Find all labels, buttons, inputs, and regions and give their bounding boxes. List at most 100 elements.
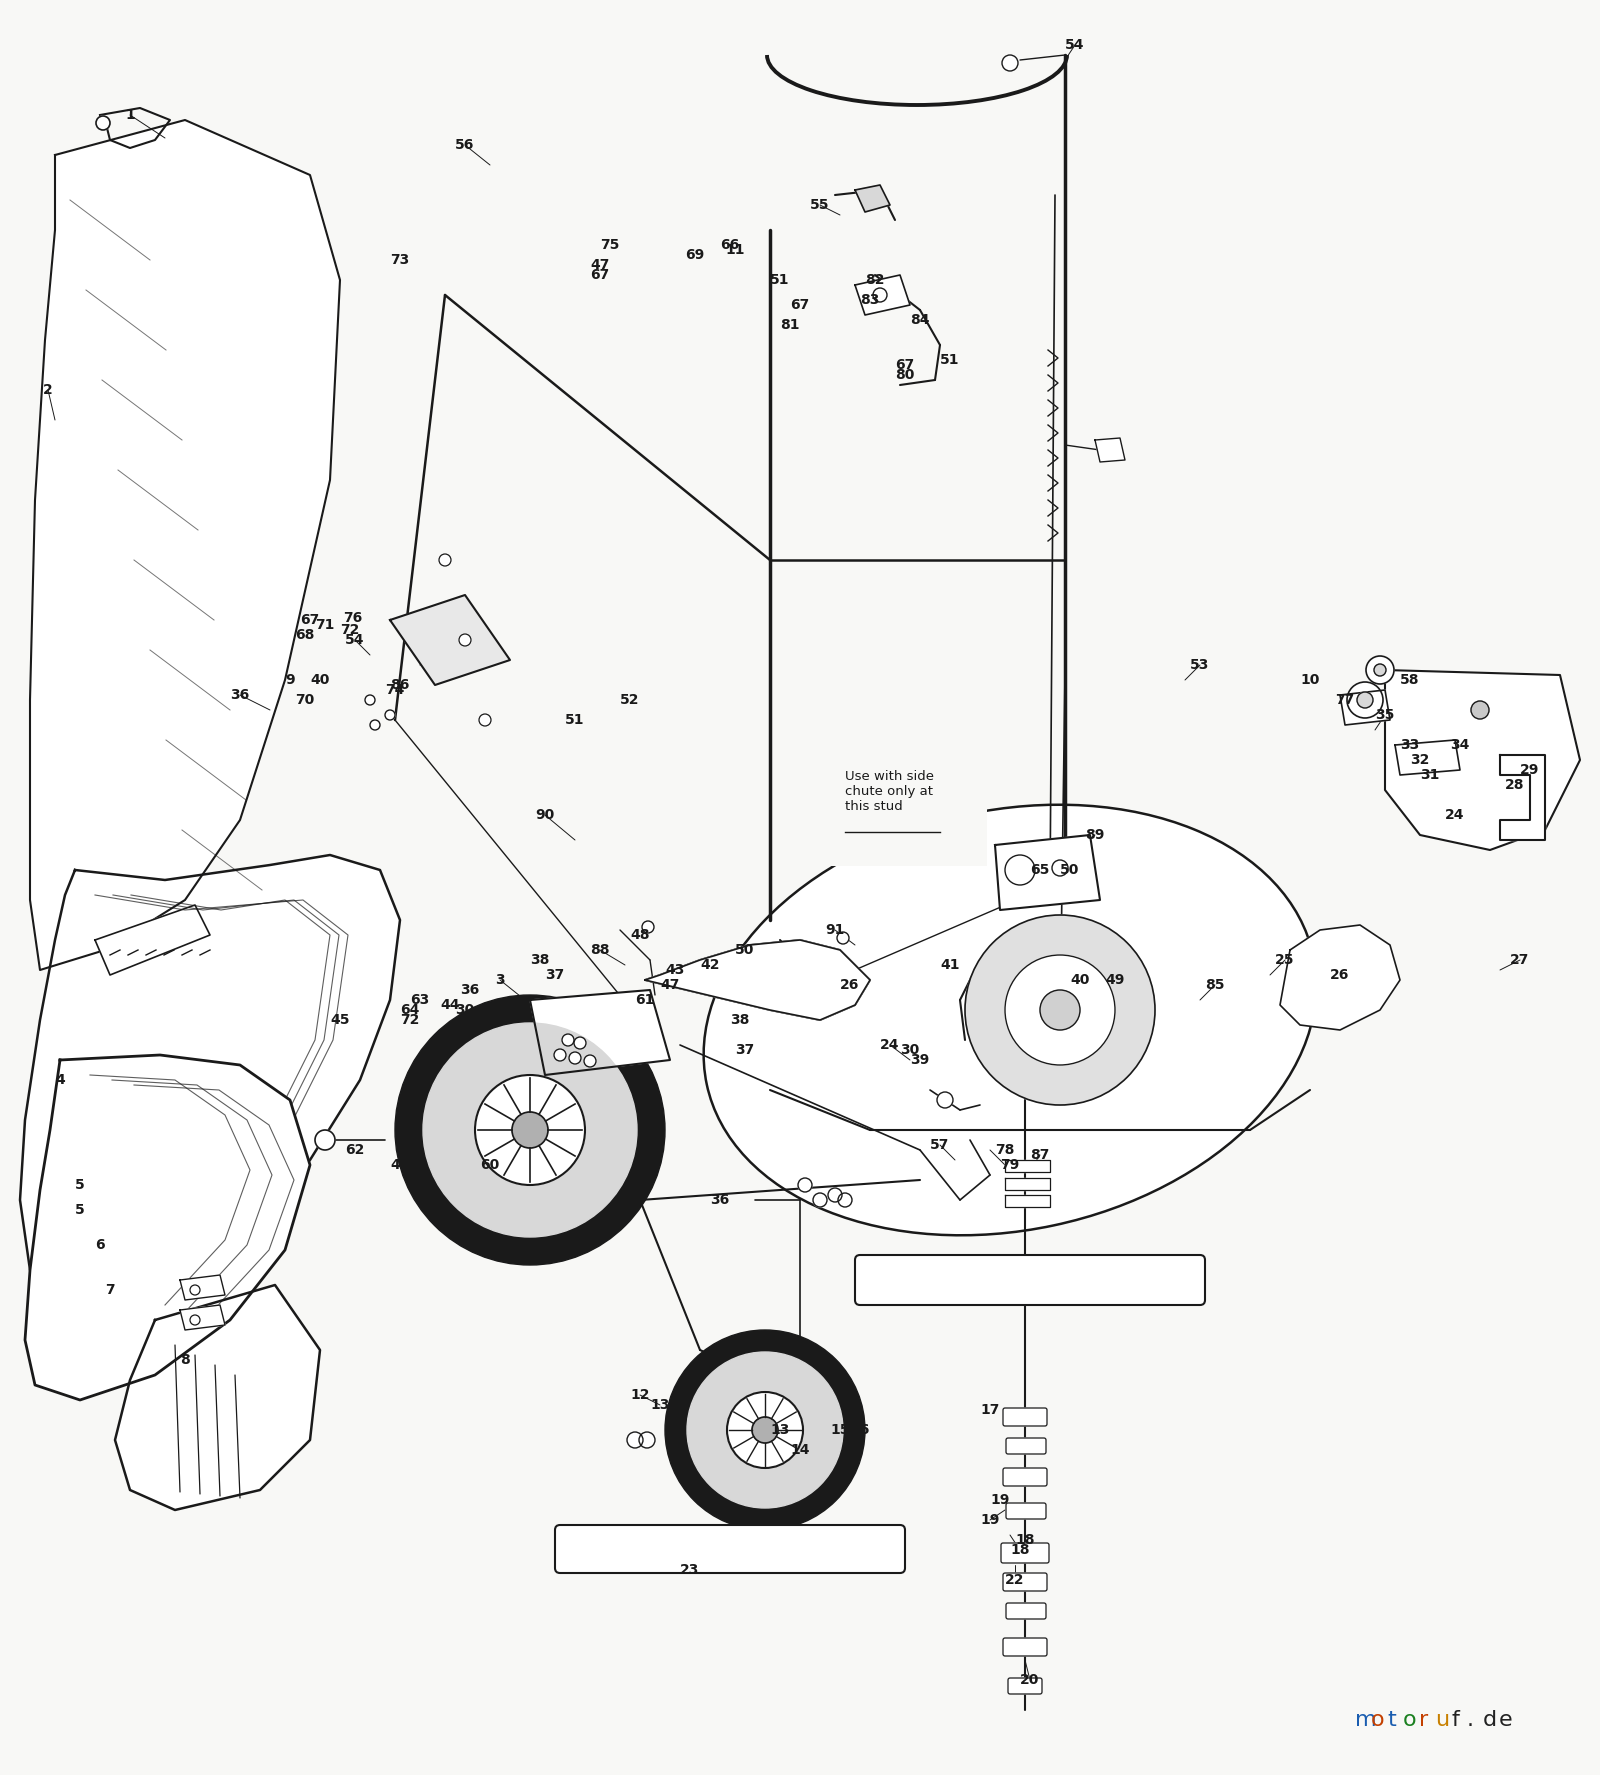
Circle shape — [422, 1022, 637, 1237]
Text: Use with side
chute only at
this stud: Use with side chute only at this stud — [845, 770, 934, 813]
Text: 13: 13 — [770, 1424, 790, 1438]
Text: 70: 70 — [296, 692, 315, 706]
Text: 43: 43 — [666, 964, 685, 976]
Text: 72: 72 — [341, 623, 360, 637]
Text: 36: 36 — [461, 983, 480, 998]
Text: 65: 65 — [1030, 863, 1050, 877]
Text: 76: 76 — [344, 611, 363, 625]
Text: .: . — [1467, 1709, 1474, 1731]
Polygon shape — [19, 856, 400, 1299]
Text: 31: 31 — [1421, 769, 1440, 783]
Polygon shape — [1280, 925, 1400, 1029]
Circle shape — [829, 1187, 842, 1202]
Text: 47: 47 — [661, 978, 680, 992]
Text: 52: 52 — [621, 692, 640, 706]
FancyBboxPatch shape — [1003, 1468, 1046, 1486]
Text: 55: 55 — [810, 199, 830, 211]
Text: 6: 6 — [94, 1237, 106, 1251]
Circle shape — [386, 710, 395, 721]
Polygon shape — [179, 1274, 226, 1299]
Polygon shape — [1005, 1161, 1050, 1172]
Text: 24: 24 — [1445, 808, 1464, 822]
Text: 85: 85 — [1205, 978, 1224, 992]
Polygon shape — [645, 941, 870, 1021]
Text: 15: 15 — [830, 1424, 850, 1438]
FancyBboxPatch shape — [1008, 1677, 1042, 1693]
Text: 40: 40 — [310, 673, 330, 687]
Circle shape — [574, 1037, 586, 1049]
FancyBboxPatch shape — [1003, 1573, 1046, 1590]
Circle shape — [438, 554, 451, 566]
Circle shape — [627, 1432, 643, 1448]
Circle shape — [838, 1193, 851, 1207]
Circle shape — [190, 1315, 200, 1324]
Text: 7: 7 — [106, 1283, 115, 1298]
Text: 56: 56 — [456, 138, 475, 153]
Text: 47: 47 — [590, 257, 610, 272]
Polygon shape — [1501, 754, 1546, 840]
Text: 36: 36 — [710, 1193, 730, 1207]
Circle shape — [1374, 664, 1386, 676]
Text: 26: 26 — [840, 978, 859, 992]
Circle shape — [1005, 856, 1035, 886]
Text: 68: 68 — [296, 628, 315, 643]
Text: 81: 81 — [781, 318, 800, 332]
Text: 59: 59 — [621, 1203, 640, 1218]
Text: 53: 53 — [1190, 659, 1210, 673]
Circle shape — [638, 1432, 654, 1448]
Text: 37: 37 — [736, 1044, 755, 1056]
Text: 79: 79 — [1000, 1157, 1019, 1172]
Text: 71: 71 — [315, 618, 334, 632]
FancyBboxPatch shape — [1003, 1408, 1046, 1425]
Text: 58: 58 — [1400, 673, 1419, 687]
Polygon shape — [1094, 438, 1125, 462]
Text: 80: 80 — [896, 367, 915, 382]
Text: 28: 28 — [1506, 777, 1525, 792]
Text: 67: 67 — [301, 612, 320, 627]
Text: 14: 14 — [790, 1443, 810, 1457]
Circle shape — [1005, 955, 1115, 1065]
Text: 72: 72 — [400, 1014, 419, 1028]
Circle shape — [475, 1076, 586, 1186]
Text: 10: 10 — [485, 1003, 504, 1017]
Circle shape — [1470, 701, 1490, 719]
Text: m: m — [1355, 1709, 1376, 1731]
Text: 8: 8 — [181, 1353, 190, 1367]
FancyBboxPatch shape — [854, 1255, 1205, 1305]
Circle shape — [554, 1049, 566, 1061]
Circle shape — [666, 1329, 866, 1530]
Polygon shape — [1341, 690, 1390, 724]
Circle shape — [813, 1193, 827, 1207]
FancyBboxPatch shape — [1006, 1438, 1046, 1454]
Circle shape — [365, 696, 374, 705]
Circle shape — [562, 1035, 574, 1045]
Text: f: f — [1451, 1709, 1459, 1731]
Polygon shape — [1395, 740, 1459, 776]
Text: u: u — [1435, 1709, 1450, 1731]
Polygon shape — [995, 834, 1101, 911]
Text: 48: 48 — [630, 928, 650, 943]
Text: 42: 42 — [701, 959, 720, 973]
Text: 19: 19 — [990, 1493, 1010, 1507]
Text: 86: 86 — [390, 678, 410, 692]
Circle shape — [837, 932, 850, 944]
Text: 34: 34 — [1450, 738, 1470, 753]
Circle shape — [752, 1416, 778, 1443]
Text: t: t — [1387, 1709, 1395, 1731]
Text: 60: 60 — [480, 1157, 499, 1172]
Text: 75: 75 — [600, 238, 619, 252]
Text: 5: 5 — [75, 1179, 85, 1193]
Text: 30: 30 — [901, 1044, 920, 1056]
Circle shape — [965, 914, 1155, 1106]
Circle shape — [370, 721, 381, 730]
Text: 88: 88 — [590, 943, 610, 957]
Circle shape — [1053, 861, 1069, 877]
Text: 66: 66 — [720, 238, 739, 252]
Text: 35: 35 — [1376, 708, 1395, 722]
Text: 64: 64 — [400, 1003, 419, 1017]
Text: 41: 41 — [941, 959, 960, 973]
Text: 54: 54 — [346, 634, 365, 648]
Circle shape — [395, 996, 666, 1266]
Circle shape — [315, 1131, 334, 1150]
Text: o: o — [1403, 1709, 1416, 1731]
